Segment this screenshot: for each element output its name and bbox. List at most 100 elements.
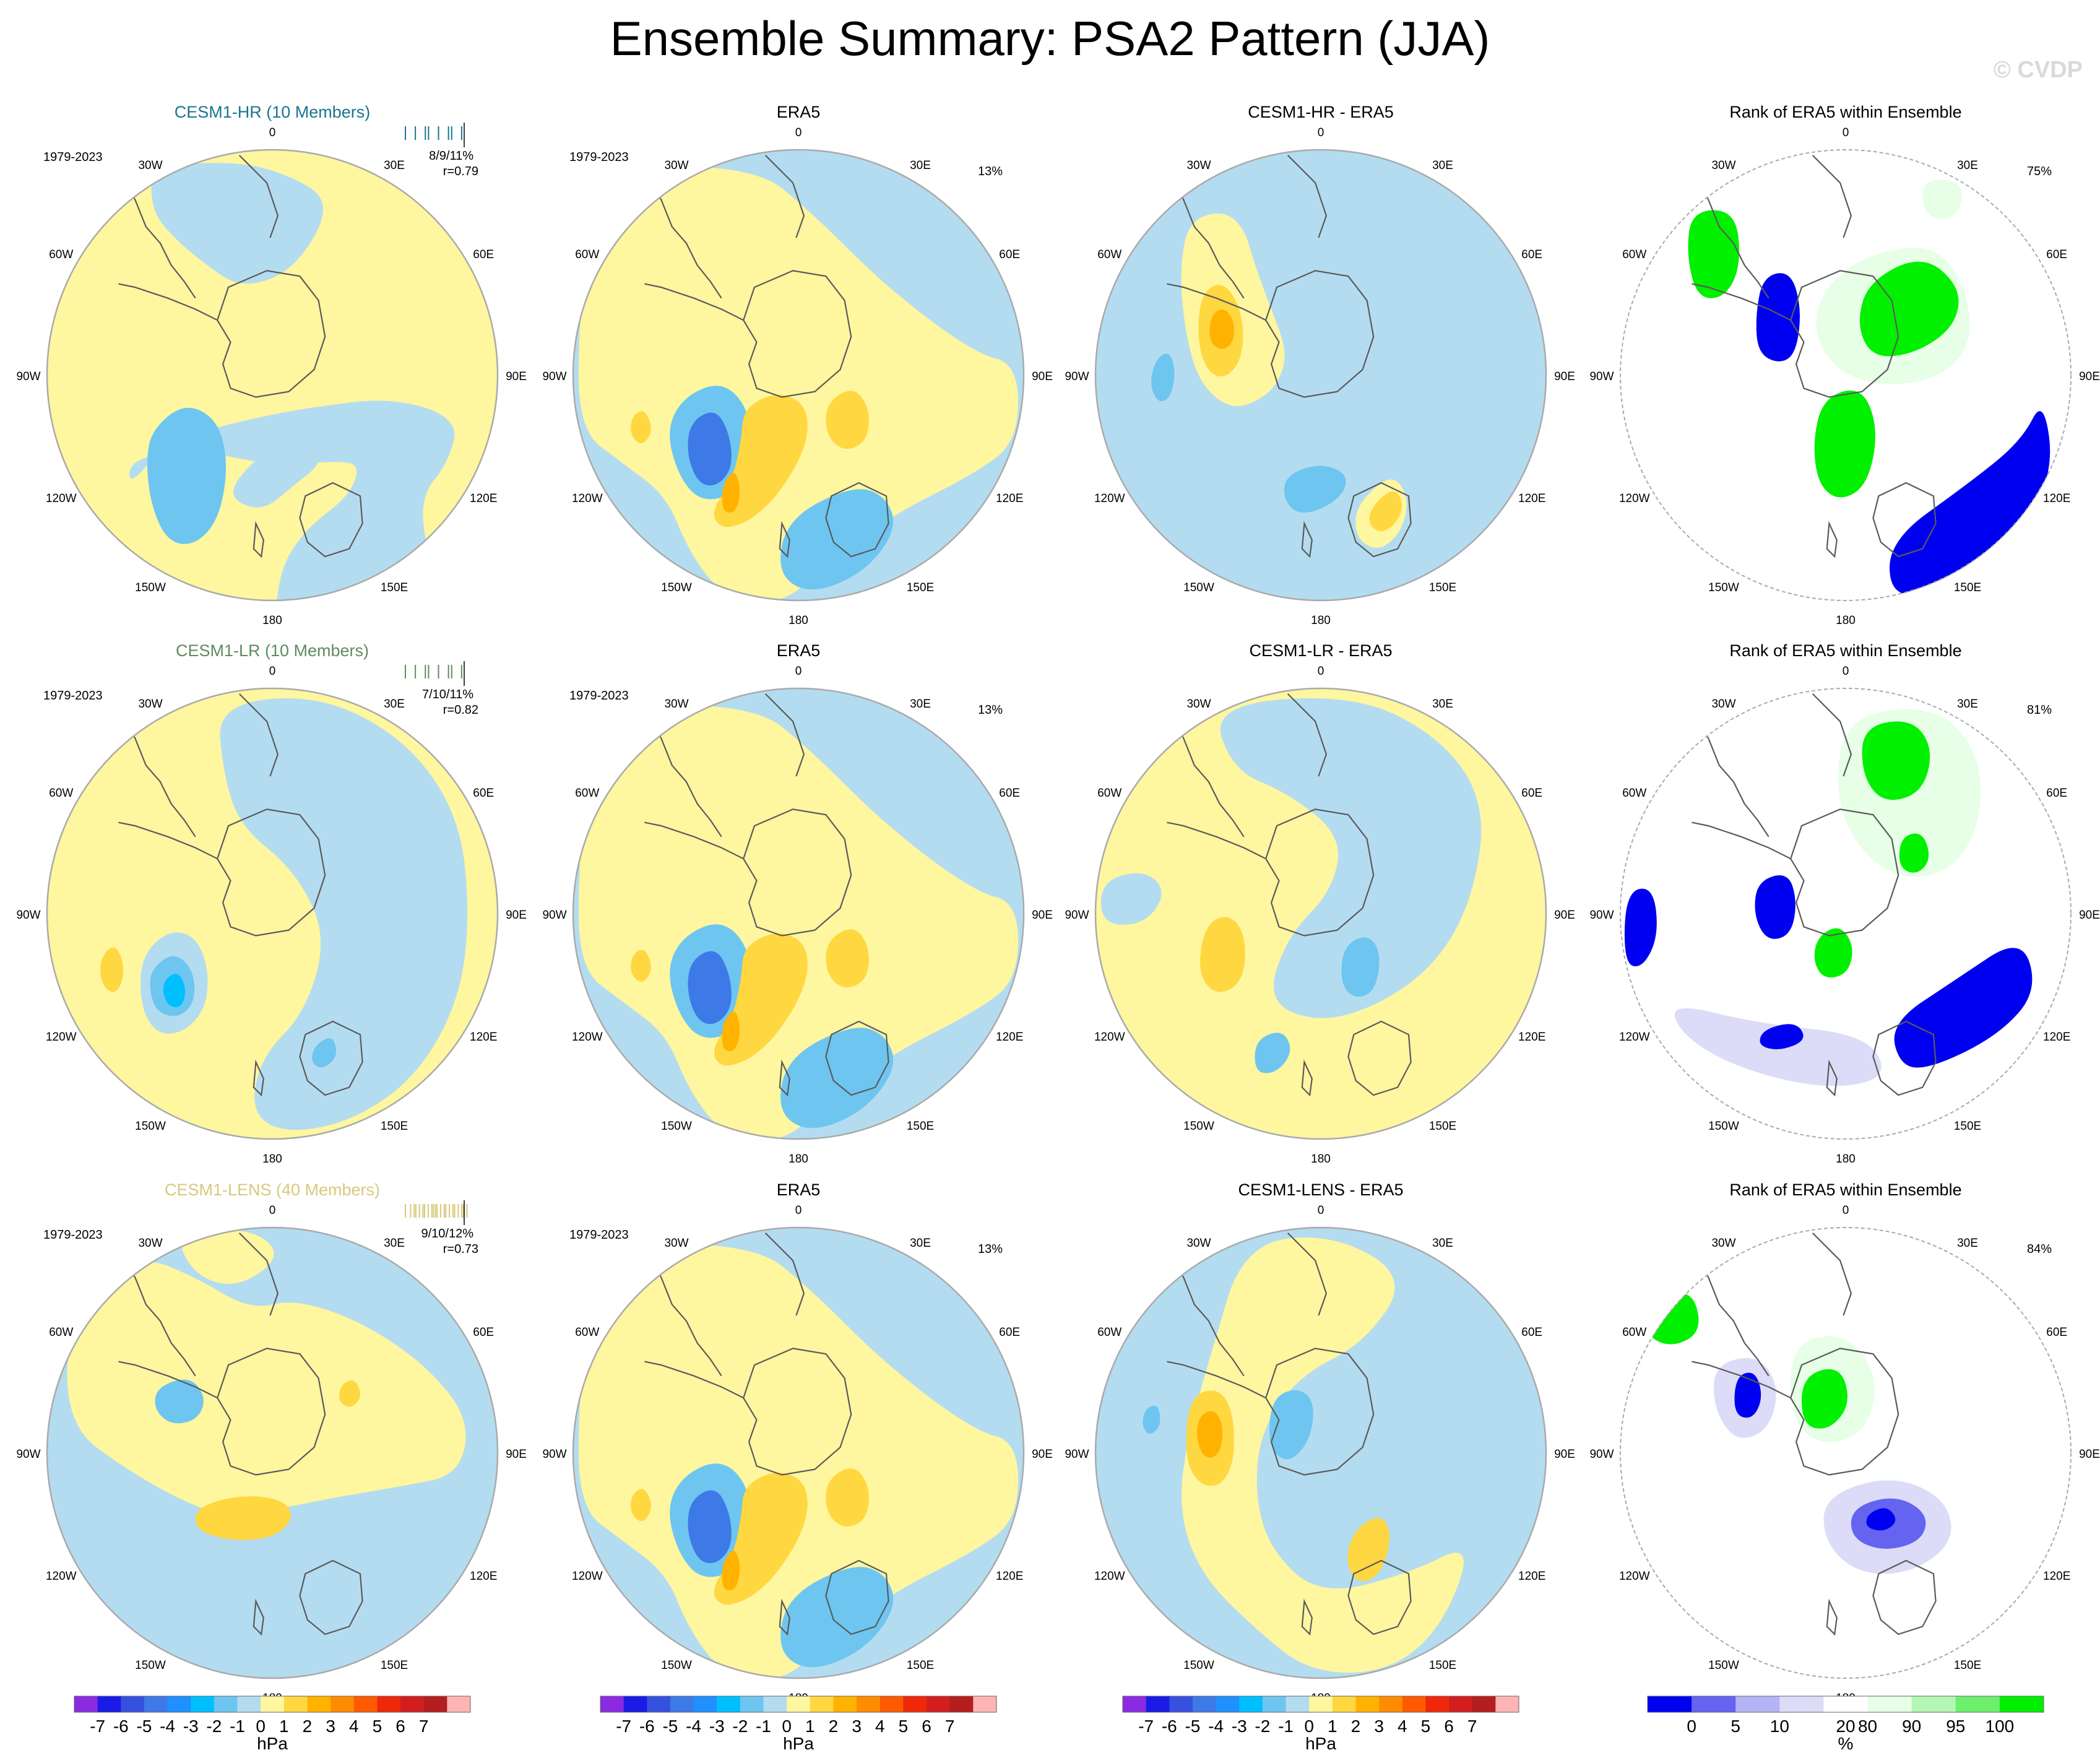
longitude-label: 180 [1311, 1153, 1331, 1166]
longitude-label: 30E [910, 159, 931, 172]
longitude-label: 150W [135, 1120, 166, 1133]
longitude-label: 30W [138, 1237, 162, 1250]
model-panel-title: CESM1-LR (10 Members) [176, 641, 369, 660]
coastline [1167, 1361, 1266, 1399]
longitude-label: 90W [1065, 1448, 1089, 1461]
obs-panel-title: ERA5 [777, 1180, 821, 1199]
colorbar-tick-label: 2 [1351, 1717, 1361, 1736]
colorbar-swatch [1692, 1696, 1736, 1712]
longitude-label: 0 [1318, 1204, 1324, 1217]
longitude-label: 30W [1711, 159, 1735, 172]
longitude-label: 150E [907, 581, 934, 594]
longitude-label: 30E [1957, 1237, 1978, 1250]
figure-title: Ensemble Summary: PSA2 Pattern (JJA) [610, 11, 1490, 66]
cvdp-watermark: © CVDP [1993, 57, 2083, 83]
contour-region [688, 1490, 732, 1564]
longitude-label: 60W [1622, 787, 1646, 800]
map-panel-r1-c0: 0 30E 60E 90E 120E 150E 180 150W 120W 90W 60W 30W [16, 665, 526, 1166]
longitude-label: 150E [381, 581, 408, 594]
coastline [1691, 715, 1769, 838]
coastline [644, 1254, 722, 1377]
colorbar-swatch [1309, 1696, 1333, 1712]
longitude-label: 60E [999, 248, 1020, 261]
coastline [1287, 693, 1328, 777]
contour-region [1347, 1518, 1389, 1582]
map-field [47, 1228, 498, 1678]
colorbar-tick-label: -2 [206, 1717, 222, 1736]
contour-region [1688, 210, 1739, 298]
contour-region [1151, 353, 1175, 402]
longitude-label: 150E [907, 1659, 934, 1672]
colorbar-swatch [1449, 1696, 1473, 1712]
contour-region [631, 411, 651, 444]
longitude-label: 60W [1097, 248, 1121, 261]
longitude-label: 120E [996, 1570, 1023, 1583]
colorbar-swatch [763, 1696, 787, 1712]
coastline [238, 1232, 279, 1316]
contour-region [1624, 888, 1657, 966]
longitude-label: 120E [470, 492, 497, 505]
colorbar-swatch [1285, 1696, 1310, 1712]
colorbar-tick-label: 7 [419, 1717, 429, 1736]
longitude-label: 0 [1318, 126, 1324, 139]
longitude-label: 30E [384, 698, 405, 711]
longitude-label: 0 [795, 665, 802, 678]
colorbar-swatch [647, 1696, 671, 1712]
member-spread-ticks [405, 123, 465, 147]
longitude-label: 0 [1843, 1204, 1849, 1217]
colorbar-swatch [927, 1696, 951, 1712]
colorbar-swatch [1472, 1696, 1496, 1712]
colorbar-tick-label: -6 [1162, 1717, 1177, 1736]
rank-colorbar: 0 5 10 20 80 90 95 100% [1647, 1696, 2044, 1753]
colorbar-tick-label: 1 [805, 1717, 815, 1736]
contour-region [1801, 1369, 1847, 1429]
longitude-label: 30E [1432, 698, 1453, 711]
coastline [1264, 1348, 1375, 1476]
longitude-label: 120E [2043, 1570, 2070, 1583]
longitude-label: 30E [910, 698, 931, 711]
longitude-label: 120E [996, 1031, 1023, 1044]
contour-region [578, 704, 1019, 1139]
coastline [216, 270, 326, 398]
colorbar-swatch [1779, 1696, 1824, 1712]
colorbar-tick-label: 5 [1731, 1717, 1740, 1736]
longitude-label: 120W [572, 1570, 603, 1583]
colorbar-swatch [810, 1696, 834, 1712]
longitude-label: 0 [1318, 665, 1324, 678]
coastline [1812, 1232, 1852, 1316]
contour-region [147, 407, 227, 544]
longitude-label: 60E [1521, 248, 1542, 261]
colorbar-swatch [693, 1696, 717, 1712]
colorbar-swatch [717, 1696, 741, 1712]
contour-region [1182, 1237, 1464, 1673]
colorbar-swatch [377, 1696, 401, 1712]
longitude-label: 90E [506, 370, 527, 383]
coastline [1872, 482, 1937, 558]
colorbar-tick-label: -5 [662, 1717, 678, 1736]
colorbar-swatch [1239, 1696, 1263, 1712]
period-label: 1979-2023 [569, 150, 629, 164]
contour-region [1866, 1508, 1896, 1531]
longitude-label: 120W [46, 492, 77, 505]
contour-region [195, 1496, 291, 1540]
coastline [299, 1020, 363, 1096]
contour-region [339, 1380, 360, 1407]
coastline [253, 521, 264, 558]
colorbar-swatch [283, 1696, 308, 1712]
longitude-label: 150E [381, 1120, 408, 1133]
colorbar-swatch [447, 1696, 471, 1712]
model-panel-title: CESM1-LENS (40 Members) [165, 1180, 380, 1199]
colorbar-swatch [1823, 1696, 1869, 1712]
longitude-label: 90E [1554, 909, 1575, 922]
colorbar-swatch [237, 1696, 261, 1712]
longitude-label: 60W [49, 1326, 73, 1339]
longitude-label: 120W [1094, 1570, 1125, 1583]
longitude-label: 60W [1097, 787, 1121, 800]
longitude-label: 90E [506, 909, 527, 922]
map-field [573, 1228, 1024, 1678]
coastline [742, 1348, 852, 1476]
longitude-label: 120W [1094, 492, 1125, 505]
longitude-label: 60W [49, 787, 73, 800]
colorbar-swatch [1402, 1696, 1426, 1712]
